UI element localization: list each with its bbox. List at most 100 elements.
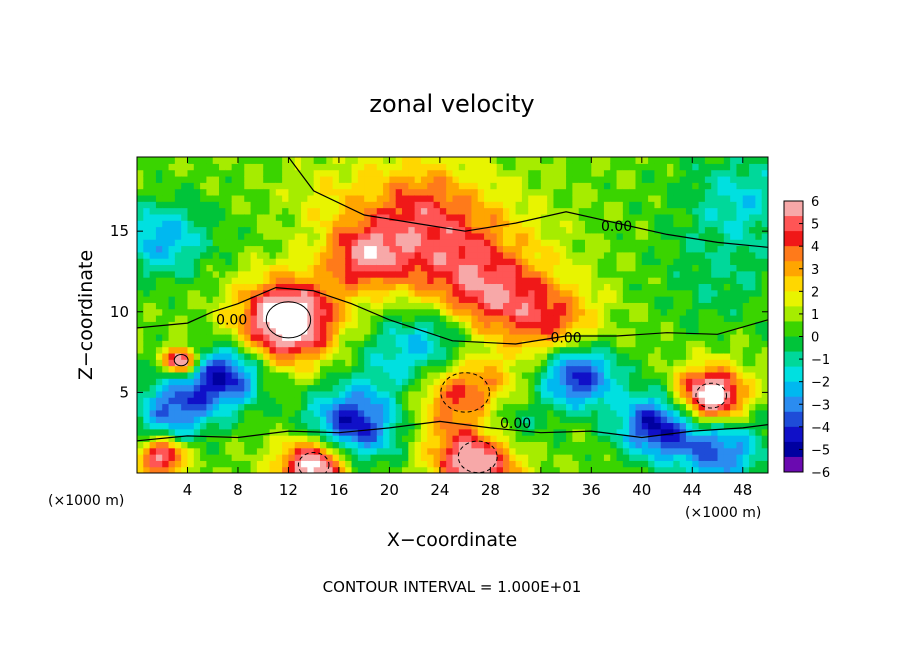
heatmap-cell — [496, 428, 504, 436]
heatmap-cell — [698, 321, 706, 329]
heatmap-cell — [307, 460, 315, 468]
heatmap-cell — [433, 403, 441, 411]
heatmap-cell — [566, 447, 573, 455]
heatmap-cell — [673, 428, 681, 436]
heatmap-cell — [622, 163, 630, 171]
heatmap-cell — [446, 188, 454, 196]
heatmap-cell — [155, 182, 163, 190]
heatmap-cell — [585, 182, 592, 190]
heatmap-cell — [566, 327, 573, 335]
heatmap-cell — [553, 359, 561, 367]
heatmap-cell — [395, 270, 403, 278]
heatmap-cell — [528, 441, 536, 449]
heatmap-cell — [723, 460, 731, 468]
heatmap-cell — [200, 416, 208, 424]
heatmap-cell — [723, 258, 731, 266]
heatmap-cell — [458, 264, 466, 272]
heatmap-cell — [155, 359, 163, 367]
heatmap-cell — [547, 157, 555, 164]
heatmap-cell — [698, 251, 706, 259]
heatmap-cell — [212, 454, 220, 461]
heatmap-cell — [622, 264, 630, 272]
heatmap-cell — [648, 157, 656, 164]
heatmap-cell — [749, 264, 756, 272]
heatmap-cell — [465, 441, 473, 449]
heatmap-cell — [200, 390, 208, 398]
heatmap-cell — [155, 264, 163, 272]
heatmap-cell — [591, 239, 599, 247]
heatmap-cell — [458, 441, 466, 449]
heatmap-cell — [566, 371, 573, 379]
heatmap-cell — [509, 258, 517, 266]
heatmap-cell — [458, 220, 466, 228]
heatmap-cell — [206, 409, 214, 417]
heatmap-cell — [730, 333, 738, 341]
heatmap-cell — [502, 416, 510, 424]
heatmap-cell — [237, 226, 245, 234]
heatmap-cell — [149, 397, 157, 405]
heatmap-cell — [730, 359, 738, 367]
heatmap-cell — [698, 352, 706, 360]
heatmap-cell — [307, 220, 315, 228]
heatmap-cell — [591, 220, 599, 228]
heatmap-cell — [465, 220, 473, 228]
heatmap-cell — [591, 207, 599, 215]
heatmap-cell — [711, 270, 719, 278]
heatmap-cell — [143, 435, 151, 442]
heatmap-cell — [143, 220, 151, 228]
heatmap-cell — [345, 384, 353, 392]
heatmap-cell — [742, 409, 750, 417]
heatmap-cell — [250, 188, 258, 196]
heatmap-cell — [528, 264, 536, 272]
heatmap-cell — [155, 302, 163, 310]
heatmap-cell — [622, 321, 630, 329]
heatmap-cell — [383, 447, 390, 455]
heatmap-cell — [490, 201, 498, 209]
heatmap-cell — [509, 302, 517, 310]
heatmap-cell — [402, 416, 409, 424]
heatmap-cell — [225, 435, 233, 442]
heatmap-cell — [603, 169, 611, 177]
heatmap-cell — [389, 296, 397, 303]
heatmap-cell — [547, 201, 555, 209]
heatmap-cell — [540, 194, 548, 202]
heatmap-cell — [219, 403, 226, 411]
heatmap-cell — [439, 289, 447, 297]
heatmap-cell — [477, 352, 485, 360]
heatmap-cell — [427, 416, 435, 424]
heatmap-cell — [269, 441, 277, 449]
heatmap-cell — [685, 333, 693, 341]
heatmap-cell — [654, 352, 662, 360]
heatmap-cell — [635, 251, 643, 259]
heatmap-cell — [345, 378, 353, 386]
heatmap-cell — [477, 258, 485, 266]
heatmap-cell — [585, 308, 592, 316]
heatmap-cell — [490, 428, 498, 436]
heatmap-cell — [187, 428, 195, 436]
heatmap-cell — [338, 232, 346, 240]
heatmap-cell — [237, 175, 245, 183]
heatmap-cell — [603, 346, 611, 354]
heatmap-cell — [137, 371, 144, 379]
heatmap-cell — [477, 302, 485, 310]
heatmap-cell — [685, 327, 693, 335]
heatmap-cell — [553, 277, 561, 284]
heatmap-cell — [326, 239, 334, 247]
heatmap-cell — [414, 207, 422, 215]
heatmap-cell — [717, 390, 725, 398]
heatmap-cell — [193, 157, 201, 164]
heatmap-cell — [553, 466, 561, 473]
heatmap-cell — [370, 207, 378, 215]
heatmap-cell — [219, 435, 226, 442]
heatmap-cell — [137, 264, 144, 272]
heatmap-cell — [364, 315, 372, 322]
heatmap-cell — [496, 384, 504, 392]
heatmap-cell — [250, 315, 258, 322]
heatmap-cell — [534, 397, 542, 405]
heatmap-cell — [282, 226, 290, 234]
heatmap-cell — [263, 397, 271, 405]
heatmap-cell — [704, 163, 712, 171]
heatmap-cell — [629, 441, 637, 449]
heatmap-cell — [294, 157, 302, 164]
heatmap-cell — [408, 226, 416, 234]
